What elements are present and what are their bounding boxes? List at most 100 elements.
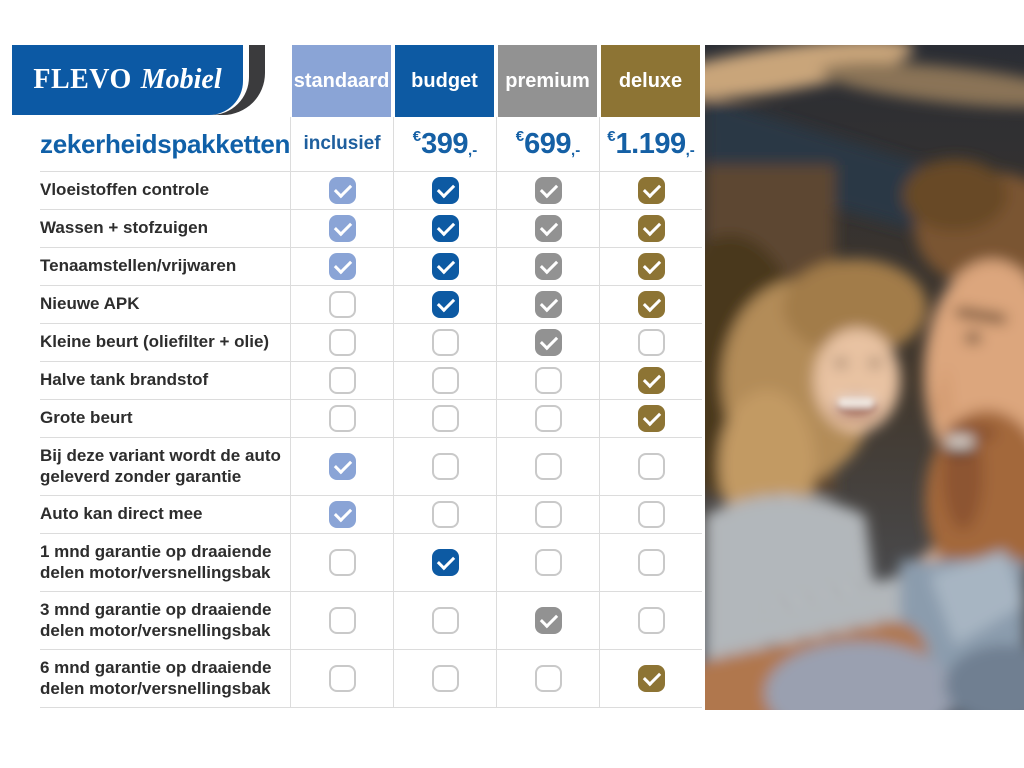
logo-text-primary: FLEVO xyxy=(33,64,132,95)
feature-cell-budget xyxy=(393,438,496,495)
checkbox-checked-icon xyxy=(637,177,665,204)
header-label-spacer xyxy=(40,45,290,117)
feature-cell-premium xyxy=(496,172,599,209)
feature-cell-deluxe xyxy=(599,248,702,285)
checkbox-unchecked-icon xyxy=(328,405,356,432)
feature-row: Nieuwe APK xyxy=(40,286,702,324)
checkbox-unchecked-icon xyxy=(328,367,356,394)
feature-label: Tenaamstellen/vrijwaren xyxy=(40,256,237,276)
checkbox-checked-icon xyxy=(534,253,562,280)
price-cell-premium: €699 ,- xyxy=(496,117,599,171)
logo-text-secondary: Mobiel xyxy=(140,64,222,95)
feature-cell-premium xyxy=(496,286,599,323)
feature-cell-standaard xyxy=(290,592,393,649)
checkbox-unchecked-icon xyxy=(328,549,356,576)
feature-cell-budget xyxy=(393,286,496,323)
feature-cell-standaard xyxy=(290,496,393,533)
checkbox-unchecked-icon xyxy=(637,329,665,356)
checkbox-checked-icon xyxy=(637,215,665,242)
checkbox-checked-icon xyxy=(637,665,665,692)
feature-label: Kleine beurt (oliefilter + olie) xyxy=(40,332,270,352)
checkbox-unchecked-icon xyxy=(431,607,459,634)
checkbox-unchecked-icon xyxy=(431,329,459,356)
feature-cell-premium xyxy=(496,362,599,399)
checkbox-unchecked-icon xyxy=(637,453,665,480)
feature-row: Wassen + stofzuigen xyxy=(40,210,702,248)
feature-cell-premium xyxy=(496,534,599,591)
feature-cell-deluxe xyxy=(599,400,702,437)
feature-cell-deluxe xyxy=(599,362,702,399)
checkbox-checked-icon xyxy=(328,253,356,280)
feature-cell-premium xyxy=(496,592,599,649)
price-amount-premium: 699 xyxy=(524,127,572,160)
checkbox-unchecked-icon xyxy=(637,607,665,634)
feature-cell-premium xyxy=(496,210,599,247)
checkbox-unchecked-icon xyxy=(328,291,356,318)
feature-row: Kleine beurt (oliefilter + olie) xyxy=(40,324,702,362)
feature-cell-deluxe xyxy=(599,210,702,247)
feature-cell-deluxe xyxy=(599,324,702,361)
checkbox-checked-icon xyxy=(534,329,562,356)
column-header-standaard: standaard xyxy=(292,45,391,117)
price-decimal-budget: ,- xyxy=(468,142,478,159)
feature-cell-standaard xyxy=(290,324,393,361)
page-title: zekerheidspakketten xyxy=(40,128,291,159)
checkbox-unchecked-icon xyxy=(431,453,459,480)
price-decimal-deluxe: ,- xyxy=(685,142,695,159)
couple-photo-illustration xyxy=(705,45,1024,710)
feature-row: Bij deze variant wordt de auto geleverd … xyxy=(40,438,702,496)
feature-cell-budget xyxy=(393,650,496,707)
price-cell-deluxe: €1.199 ,- xyxy=(599,117,702,171)
price-row: zekerheidspakketten inclusief €399 ,- €699,… xyxy=(40,117,702,172)
checkbox-unchecked-icon xyxy=(534,549,562,576)
feature-label: 1 mnd garantie op draaiende delen motor/… xyxy=(40,542,272,582)
feature-cell-budget xyxy=(393,496,496,533)
price-text-standaard: inclusief xyxy=(303,133,381,154)
feature-cell-deluxe xyxy=(599,650,702,707)
feature-label: Halve tank brandstof xyxy=(40,370,209,390)
feature-label: Bij deze variant wordt de auto geleverd … xyxy=(40,446,281,486)
checkbox-checked-icon xyxy=(637,253,665,280)
checkbox-checked-icon xyxy=(431,253,459,280)
feature-row: Tenaamstellen/vrijwaren xyxy=(40,248,702,286)
checkbox-unchecked-icon xyxy=(431,665,459,692)
feature-cell-deluxe xyxy=(599,592,702,649)
feature-label: Nieuwe APK xyxy=(40,294,140,314)
checkbox-checked-icon xyxy=(431,291,459,318)
column-header-premium: premium xyxy=(498,45,597,117)
checkbox-unchecked-icon xyxy=(534,405,562,432)
feature-cell-premium xyxy=(496,324,599,361)
checkbox-checked-icon xyxy=(328,215,356,242)
checkbox-checked-icon xyxy=(637,291,665,318)
feature-cell-budget xyxy=(393,210,496,247)
checkbox-checked-icon xyxy=(431,177,459,204)
currency-symbol-deluxe: € xyxy=(607,128,616,145)
feature-cell-standaard xyxy=(290,210,393,247)
package-comparison-table: standaard budget premium deluxe zekerheidsp… xyxy=(40,45,702,708)
checkbox-checked-icon xyxy=(534,215,562,242)
table-header-row: standaard budget premium deluxe xyxy=(40,45,702,117)
feature-row: Auto kan direct mee xyxy=(40,496,702,534)
feature-cell-standaard xyxy=(290,534,393,591)
brand-logo: FLEVO Mobiel xyxy=(12,45,265,115)
feature-cell-deluxe xyxy=(599,438,702,495)
couple-photo xyxy=(705,45,1024,710)
price-amount-budget: 399 xyxy=(421,127,469,160)
feature-cell-premium xyxy=(496,248,599,285)
price-decimal-premium: ,- xyxy=(571,142,581,159)
feature-cell-deluxe xyxy=(599,286,702,323)
feature-cell-standaard xyxy=(290,286,393,323)
feature-cell-budget xyxy=(393,592,496,649)
column-header-deluxe: deluxe xyxy=(601,45,700,117)
price-cell-budget: €399 ,- xyxy=(393,117,496,171)
feature-cell-budget xyxy=(393,534,496,591)
feature-cell-premium xyxy=(496,438,599,495)
checkbox-unchecked-icon xyxy=(637,549,665,576)
header-cell-premium: premium xyxy=(496,45,599,117)
feature-row: 3 mnd garantie op draaiende delen motor/… xyxy=(40,592,702,650)
feature-label: Vloeistoffen controle xyxy=(40,180,210,200)
feature-cell-standaard xyxy=(290,400,393,437)
logo-plate: FLEVO Mobiel xyxy=(12,45,243,115)
checkbox-checked-icon xyxy=(637,405,665,432)
